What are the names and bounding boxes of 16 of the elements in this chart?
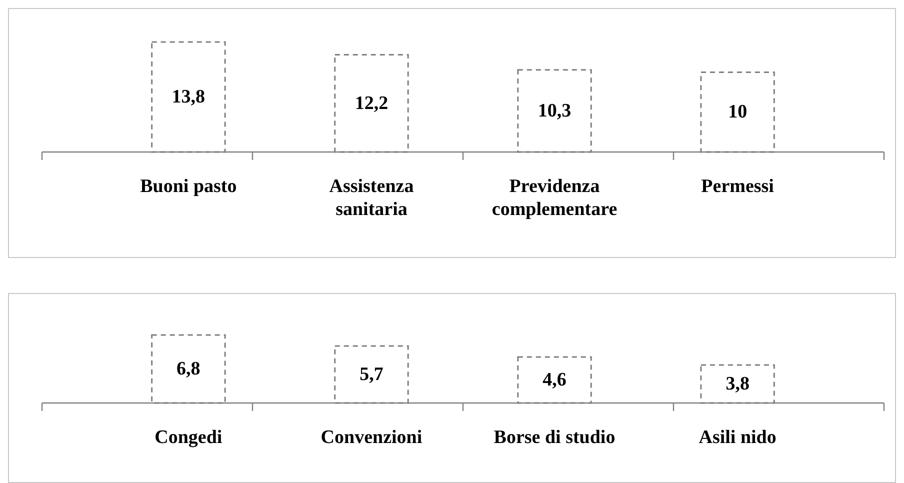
- data-label: 10,3: [538, 100, 572, 122]
- x-tick-label: Congedi: [154, 427, 222, 448]
- data-label: 4,6: [542, 370, 566, 390]
- data-label: 5,7: [360, 364, 384, 385]
- data-label: 6,8: [176, 358, 200, 380]
- x-tick-label: Buoni pasto: [140, 176, 237, 197]
- x-tick-label: Permessi: [701, 176, 774, 197]
- data-label: 13,8: [172, 86, 206, 108]
- data-label: 12,2: [354, 92, 388, 114]
- data-label: 10: [728, 102, 748, 123]
- x-tick-label: Previdenza complementare: [492, 176, 618, 220]
- x-tick-label: Convenzioni: [320, 427, 422, 448]
- x-tick-label: Assistenza sanitaria: [329, 176, 414, 220]
- x-tick-label: Asili nido: [698, 427, 776, 448]
- data-label: 3,8: [726, 374, 750, 394]
- x-tick-label: Borse di studio: [494, 427, 616, 448]
